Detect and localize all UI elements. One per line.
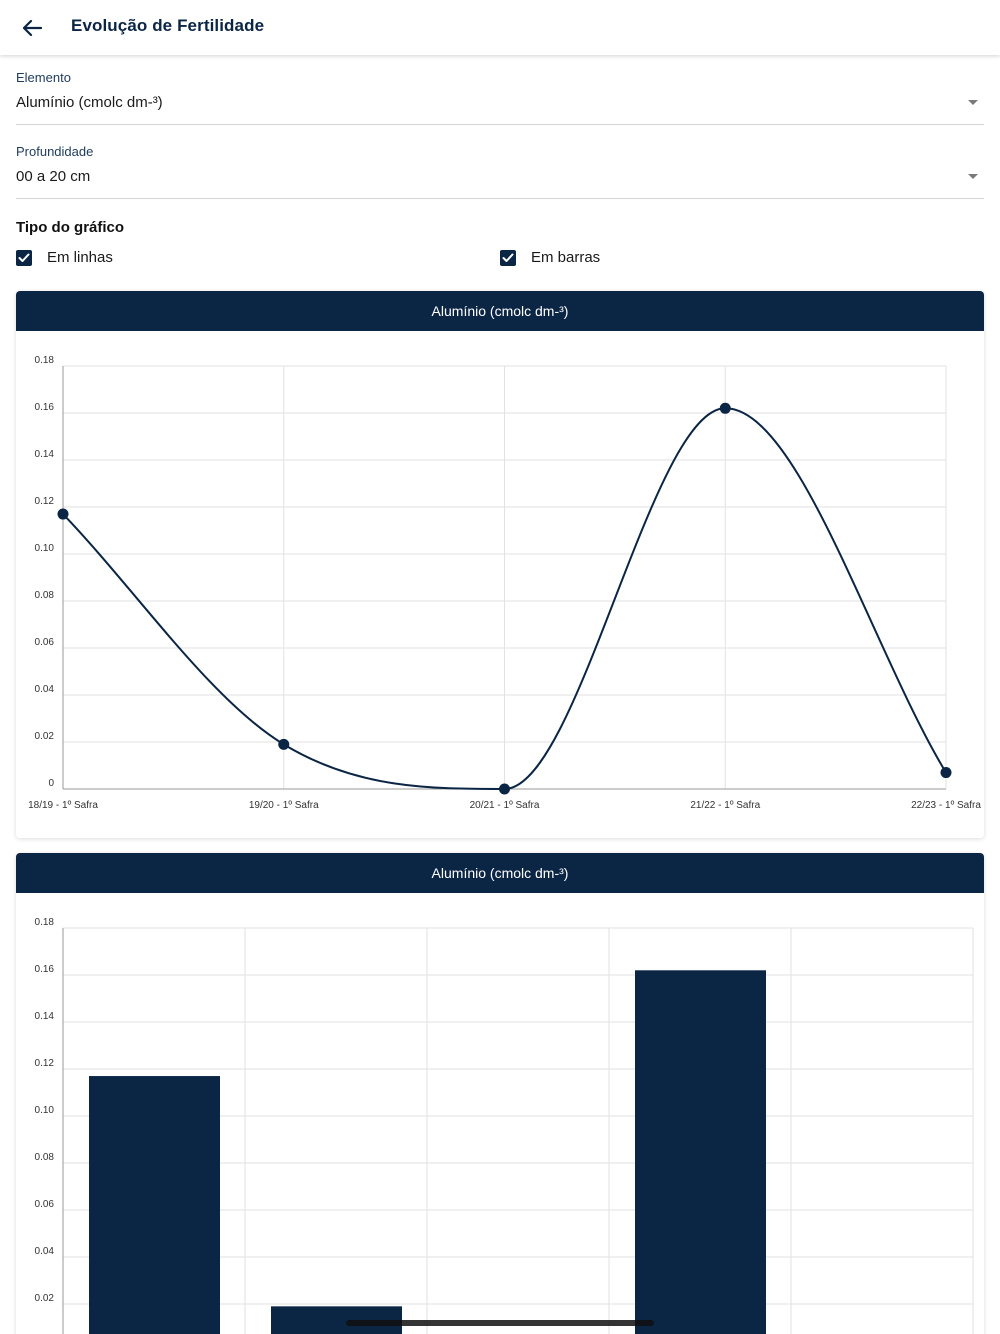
y-tick-label: 0.06 bbox=[35, 637, 55, 648]
line-chart-checkbox[interactable]: Em linhas bbox=[16, 249, 113, 266]
y-tick-label: 0.10 bbox=[35, 543, 55, 554]
y-tick-label: 0.04 bbox=[35, 684, 55, 695]
depth-label: Profundidade bbox=[16, 144, 94, 159]
y-tick-label: 0.04 bbox=[35, 1246, 55, 1257]
element-label: Elemento bbox=[16, 70, 71, 85]
checkbox-checked-icon[interactable] bbox=[16, 249, 32, 266]
series-line bbox=[62, 407, 947, 791]
y-tick-label: 0.06 bbox=[35, 1199, 55, 1210]
line-chart: 0 0.02 0.04 0.06 0.08 0.10 0.12 0.14 0.16 0.18 18/… bbox=[28, 355, 981, 811]
bar-chart-card: Alumínio (cmolc dm-³) 00.020.040.060.080… bbox=[16, 853, 984, 1334]
home-indicator bbox=[346, 1320, 654, 1326]
bar bbox=[635, 970, 766, 1334]
chart-type-title: Tipo do gráfico bbox=[16, 219, 125, 236]
y-tick-label: 0.16 bbox=[35, 402, 55, 413]
data-point bbox=[57, 508, 69, 520]
y-tick-label: 0.14 bbox=[35, 1011, 55, 1022]
bar bbox=[89, 1076, 220, 1334]
x-tick-label: 21/22 - 1º Safra bbox=[690, 800, 760, 811]
y-tick-label: 0.02 bbox=[35, 731, 55, 742]
y-tick-label: 0.12 bbox=[35, 1058, 55, 1069]
x-tick-label: 18/19 - 1º Safra bbox=[28, 800, 98, 811]
y-tick-label: 0.02 bbox=[35, 1293, 55, 1304]
x-tick-label: 22/23 - 1º Safra bbox=[911, 800, 981, 811]
app-bar: Evolução de Fertilidade bbox=[0, 0, 1000, 55]
y-tick-label: 0.08 bbox=[35, 1152, 55, 1163]
element-value: Alumínio (cmolc dm-³) bbox=[16, 94, 163, 111]
x-tick-label: 20/21 - 1º Safra bbox=[470, 800, 540, 811]
y-tick-label: 0.12 bbox=[35, 496, 55, 507]
depth-value: 00 a 20 cm bbox=[16, 168, 91, 185]
y-tick-label: 0.10 bbox=[35, 1105, 55, 1116]
data-point bbox=[278, 738, 290, 750]
arrow-left-icon bbox=[22, 19, 42, 37]
depth-select[interactable]: Profundidade 00 a 20 cm bbox=[16, 144, 984, 199]
data-point bbox=[499, 783, 510, 795]
bar-chart-title: Alumínio (cmolc dm-³) bbox=[16, 853, 984, 893]
y-tick-label: 0.16 bbox=[35, 964, 55, 975]
element-select[interactable]: Elemento Alumínio (cmolc dm-³) bbox=[16, 70, 984, 125]
back-button[interactable] bbox=[18, 14, 46, 42]
line-chart-card: Alumínio (cmolc dm-³) 0 0.02 0.04 0.06 0.08 0… bbox=[16, 291, 984, 838]
line-chart-title: Alumínio (cmolc dm-³) bbox=[16, 291, 984, 331]
page-title: Evolução de Fertilidade bbox=[71, 16, 265, 35]
y-tick-label: 0.14 bbox=[35, 449, 55, 460]
line-chart-label: Em linhas bbox=[47, 249, 113, 266]
x-tick-label: 19/20 - 1º Safra bbox=[249, 800, 319, 811]
checkbox-checked-icon[interactable] bbox=[500, 249, 516, 266]
data-point bbox=[940, 767, 952, 779]
data-point bbox=[719, 402, 731, 414]
bar-chart: 00.020.040.060.080.100.120.140.160.18 bbox=[35, 917, 974, 1334]
chevron-down-icon[interactable] bbox=[968, 100, 978, 105]
y-tick-label: 0.18 bbox=[35, 917, 55, 928]
y-tick-label: 0 bbox=[48, 778, 54, 789]
bar-chart-label: Em barras bbox=[531, 249, 601, 266]
chevron-down-icon[interactable] bbox=[968, 174, 978, 179]
bar-chart-checkbox[interactable]: Em barras bbox=[500, 249, 600, 266]
y-tick-label: 0.18 bbox=[35, 355, 55, 366]
y-tick-label: 0.08 bbox=[35, 590, 55, 601]
